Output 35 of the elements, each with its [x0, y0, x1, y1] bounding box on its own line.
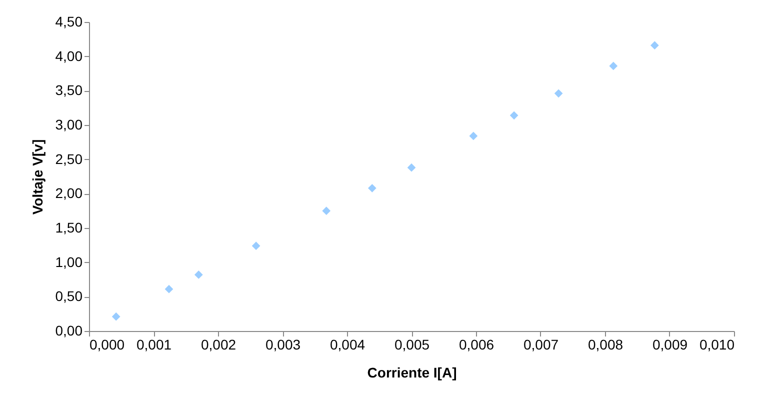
- y-tick-label: 3,00: [55, 116, 83, 132]
- y-tick-label: 3,50: [55, 82, 83, 98]
- y-axis-title: Voltaje V[v]: [29, 139, 46, 215]
- point: [164, 284, 174, 294]
- point: [609, 62, 618, 70]
- y-tick-label: 0,00: [55, 322, 83, 338]
- point: [112, 312, 120, 321]
- x-tick-label: 0,005: [394, 336, 430, 352]
- x-tick-label: 0,001: [136, 336, 172, 352]
- x-tick-label: 0,006: [458, 336, 494, 352]
- point: [407, 163, 416, 172]
- y-tick-label: 4,50: [55, 14, 83, 30]
- y-tick-label: 2,50: [55, 150, 83, 167]
- x-tick-label: 0,007: [523, 336, 559, 352]
- y-tick-label: 0,50: [55, 288, 83, 304]
- point: [650, 41, 659, 50]
- x-tick-label: 0,004: [330, 336, 366, 352]
- x-tick-label: 0,003: [265, 336, 301, 352]
- x-tick-label: 0,002: [200, 336, 236, 352]
- point: [322, 206, 331, 216]
- x-axis-title: Corriente I[A]: [367, 364, 457, 380]
- point: [510, 111, 518, 120]
- x-tick-label: 0,008: [588, 336, 624, 352]
- point: [554, 89, 563, 98]
- point: [252, 242, 260, 250]
- y-tick-label: 2,00: [55, 185, 83, 202]
- y-tick-label: 4,00: [55, 48, 83, 64]
- point: [194, 270, 203, 279]
- x-tick-label: 0,009: [652, 336, 688, 352]
- x-tick-label: 0,000: [90, 336, 125, 352]
- point: [368, 184, 376, 192]
- y-tick-label: 1,00: [55, 254, 83, 270]
- point: [469, 132, 478, 140]
- y-tick-label: 1,50: [55, 220, 83, 236]
- x-tick-label: 0,010: [699, 336, 735, 352]
